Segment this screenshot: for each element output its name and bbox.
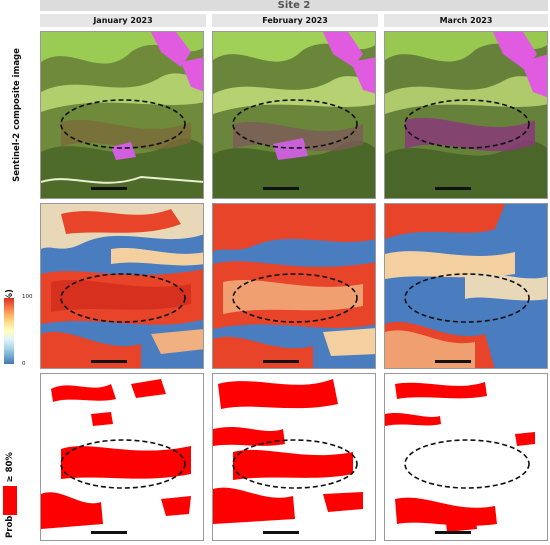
colorbar-min-label: 0 [22, 361, 26, 367]
colorbar-max-label: 100 [22, 294, 33, 300]
composite-panel-march [384, 31, 548, 199]
row-label-composite: Sentinel-2 composite image [12, 48, 22, 182]
probability-panel-march [384, 203, 548, 369]
probability-panel-february [212, 203, 376, 369]
threshold-panel-march [384, 373, 548, 541]
probability-colorbar [4, 298, 14, 364]
threshold-panel-january [40, 373, 204, 541]
composite-panel-january [40, 31, 204, 199]
threshold-panel-february [212, 373, 376, 541]
site-title: Site 2 [40, 0, 548, 11]
composite-panel-february [212, 31, 376, 199]
column-header-march: March 2023 [384, 14, 548, 27]
column-header-february: February 2023 [212, 14, 378, 27]
threshold-legend-box [3, 486, 17, 515]
probability-panel-january [40, 203, 204, 369]
column-header-january: January 2023 [40, 14, 206, 27]
